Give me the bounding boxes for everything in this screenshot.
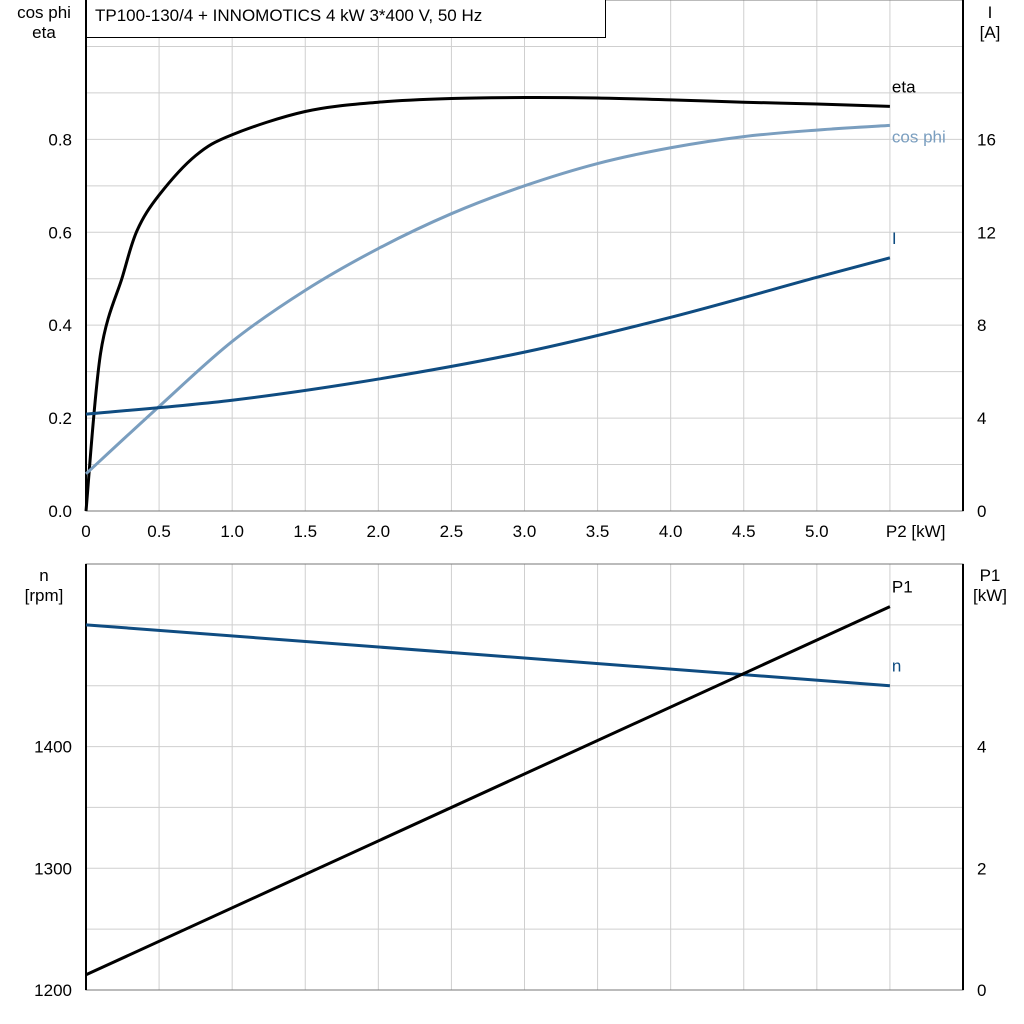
y-tick-label-right: 2 — [977, 859, 986, 878]
y-tick-label-right: 16 — [977, 130, 996, 149]
y-tick-label-right: 0 — [977, 981, 986, 1000]
y-tick-label-left: 0.2 — [48, 409, 72, 428]
series-label: P1 — [892, 578, 913, 597]
x-tick-label: 1.0 — [220, 522, 244, 541]
y-tick-label-right: 0 — [977, 502, 986, 521]
x-tick-label: 3.0 — [513, 522, 537, 541]
y-axis-label-right: I — [988, 3, 993, 22]
y-axis-label-right: P1 — [980, 566, 1001, 585]
series-line-i — [85, 256, 891, 416]
y-tick-label-left: 1200 — [34, 981, 72, 1000]
series-line-cos-phi — [84, 123, 891, 475]
series-label: I — [892, 229, 897, 248]
y-tick-label-left: 0.8 — [48, 130, 72, 149]
y-tick-label-right: 12 — [977, 223, 996, 242]
y-tick-label-left: 0.0 — [48, 502, 72, 521]
y-axis-label-left: n — [39, 566, 48, 585]
x-tick-label: 5.0 — [805, 522, 829, 541]
y-tick-label-left: 1300 — [34, 859, 72, 878]
y-axis-label-left: eta — [32, 23, 56, 42]
chart-title: TP100-130/4 + INNOMOTICS 4 kW 3*400 V, 5… — [86, 0, 606, 38]
series-line-eta — [84, 96, 890, 512]
x-tick-label: 4.0 — [659, 522, 683, 541]
x-tick-label: 2.5 — [440, 522, 464, 541]
y-tick-label-right: 4 — [977, 409, 986, 428]
x-tick-label: 0.5 — [147, 522, 171, 541]
series-line-n — [85, 623, 891, 688]
x-tick-label: 3.5 — [586, 522, 610, 541]
y-tick-label-left: 1400 — [34, 738, 72, 757]
x-tick-label: 0 — [81, 522, 90, 541]
y-axis-label-left: cos phi — [17, 3, 71, 22]
series-label: n — [892, 657, 901, 676]
series-line-p1 — [85, 605, 891, 977]
x-tick-label: 1.5 — [293, 522, 317, 541]
series-label: cos phi — [892, 127, 946, 146]
y-axis-label-right: [A] — [980, 23, 1001, 42]
y-tick-label-left: 0.6 — [48, 223, 72, 242]
y-tick-label-right: 8 — [977, 316, 986, 335]
series-label: eta — [892, 77, 916, 96]
y-axis-label-left: [rpm] — [25, 586, 64, 605]
y-axis-label-right: [kW] — [973, 586, 1007, 605]
y-tick-label-left: 0.4 — [48, 316, 72, 335]
x-tick-label: 4.5 — [732, 522, 756, 541]
y-tick-label-right: 4 — [977, 738, 986, 757]
x-tick-label: 2.0 — [367, 522, 391, 541]
x-axis-label: P2 [kW] — [886, 522, 946, 541]
